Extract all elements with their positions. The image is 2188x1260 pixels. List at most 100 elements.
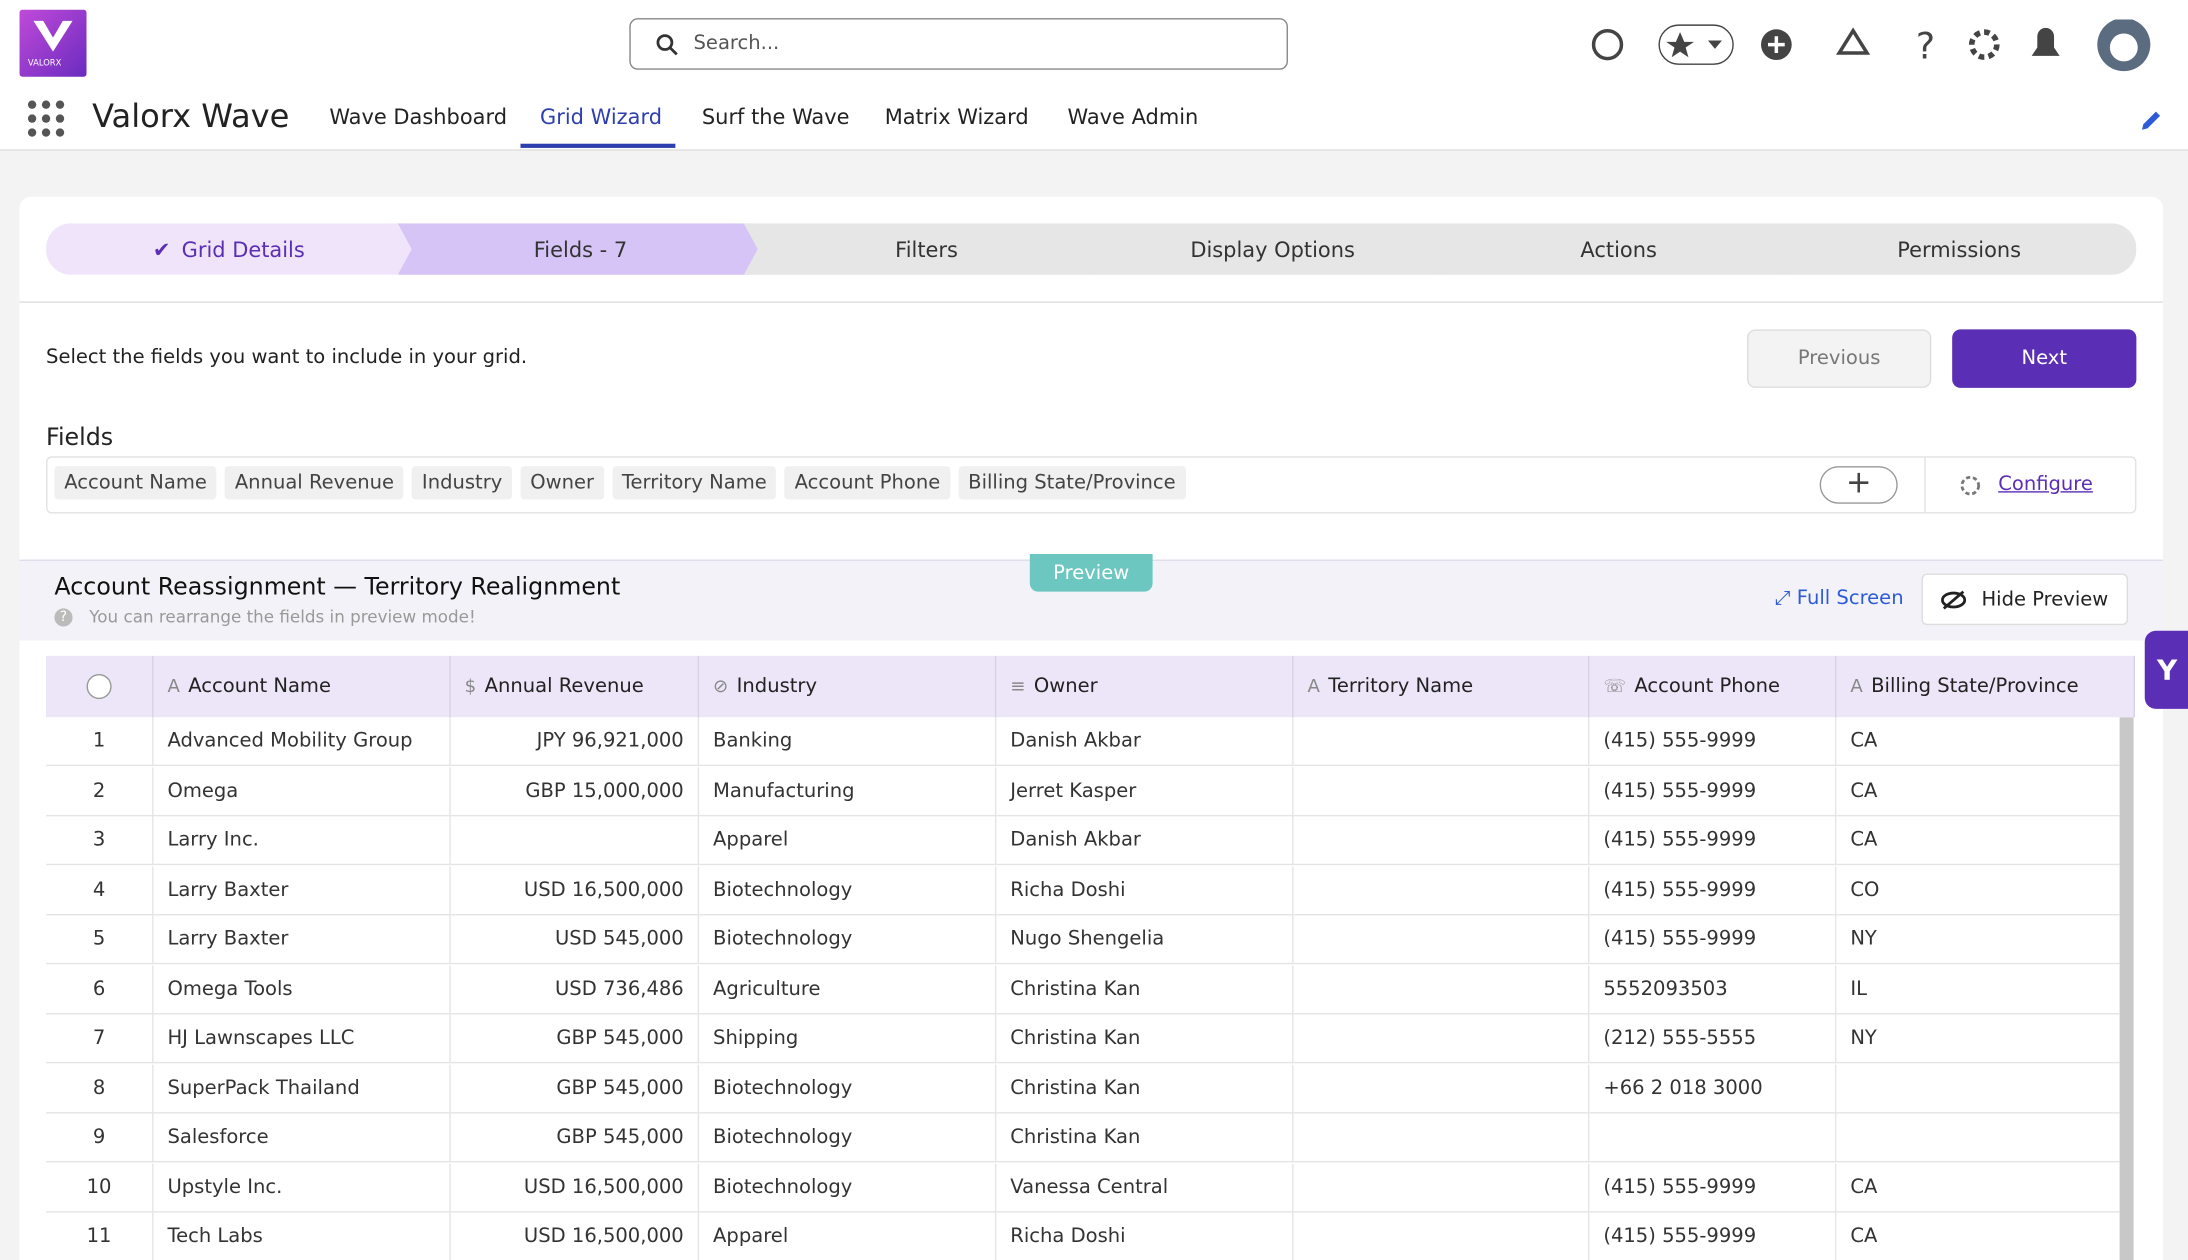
nav-item[interactable]: Wave Admin [1067,104,1199,130]
grid-cell[interactable]: Tech Labs [153,1212,451,1260]
grid-cell[interactable]: CA [1836,816,2120,866]
grid-cell[interactable]: NY [1836,1014,2120,1064]
grid-cell[interactable] [450,816,700,866]
grid-cell[interactable]: (415) 555-9999 [1589,766,1837,816]
grid-cell[interactable]: JPY 96,921,000 [450,717,700,767]
grid-cell[interactable] [1293,816,1590,866]
grid-cell[interactable]: (415) 555-9999 [1589,915,1837,965]
grid-cell[interactable] [1293,1113,1590,1163]
wizard-step[interactable]: Filters [743,223,1110,275]
grid-cell[interactable]: Apparel [699,816,997,866]
grid-cell[interactable] [1293,1014,1590,1064]
nav-item[interactable]: Surf the Wave [701,104,850,130]
grid-cell[interactable]: Jerret Kasper [996,766,1294,816]
grid-cell[interactable]: Larry Inc. [153,816,451,866]
grid-cell[interactable]: Danish Akbar [996,717,1294,767]
grid-cell[interactable]: USD 16,500,000 [451,1212,700,1260]
column-header[interactable]: ⊘ Industry [699,655,997,718]
checkbox[interactable] [86,673,112,700]
grid-cell[interactable] [1293,865,1590,915]
grid-cell[interactable]: Nugo Shengelia [996,915,1294,965]
grid-cell[interactable]: HJ Lawnscapes LLC [153,1014,451,1064]
grid-cell[interactable]: CO [1836,866,2120,915]
grid-cell[interactable]: Biotechnology [699,1064,997,1113]
add-field-button[interactable]: + [1819,466,1898,504]
field-chip[interactable]: Annual Revenue [225,466,404,500]
grid-cell[interactable]: Biotechnology [699,915,997,965]
grid-cell[interactable]: IL [1836,965,2120,1014]
nav-item[interactable]: Grid Wizard [540,104,663,130]
grid-cell[interactable]: GBP 545,000 [450,1064,700,1113]
grid-cell[interactable]: (415) 555-9999 [1589,1212,1837,1260]
grid-cell[interactable] [1294,1212,1590,1260]
grid-cell[interactable] [1293,717,1590,767]
grid-cell[interactable]: GBP 545,000 [450,1014,700,1064]
grid-cell[interactable] [1836,1114,2120,1163]
grid-cell[interactable]: Omega [153,766,451,816]
notifications-icon[interactable] [2031,27,2060,56]
grid-cell[interactable]: Advanced Mobility Group [153,717,451,767]
column-header[interactable]: A Account Name [153,655,451,718]
grid-cell[interactable]: SuperPack Thailand [153,1064,451,1113]
grid-cell[interactable]: USD 736,486 [450,964,700,1014]
grid-cell[interactable]: Biotechnology [699,1113,997,1163]
agent-icon[interactable] [1591,28,1624,61]
grid-cell[interactable]: Christina Kan [996,1064,1294,1113]
wizard-step[interactable]: ✔ Grid Details [46,223,412,275]
grid-cell[interactable] [1293,766,1590,816]
grid-cell[interactable]: (415) 555-9999 [1589,1163,1837,1212]
grid-cell[interactable]: USD 16,500,000 [450,1163,700,1212]
grid-cell[interactable]: Apparel [699,1212,997,1260]
grid-cell[interactable]: CA [1836,1213,2119,1260]
grid-cell[interactable]: Upstyle Inc. [153,1163,451,1212]
grid-cell[interactable]: Banking [699,717,997,767]
settings-icon[interactable] [1968,29,2000,61]
help-icon[interactable]: ? [1916,25,1935,68]
grid-cell[interactable]: +66 2 018 3000 [1589,1064,1837,1113]
grid-cell[interactable]: 5552093503 [1589,964,1837,1014]
grid-cell[interactable]: Omega Tools [153,964,451,1014]
grid-cell[interactable]: GBP 15,000,000 [450,766,700,816]
grid-cell[interactable]: (415) 555-9999 [1589,865,1837,915]
grid-cell[interactable]: Christina Kan [996,1113,1294,1163]
logo[interactable]: VALORX [19,9,87,77]
field-chip[interactable]: Owner [520,466,604,500]
grid-cell[interactable]: Manufacturing [699,766,997,816]
nav-item[interactable]: Matrix Wizard [884,104,1029,130]
grid-cell[interactable]: (415) 555-9999 [1589,816,1837,866]
wizard-step[interactable]: Display Options [1089,223,1456,275]
grid-cell[interactable]: Shipping [699,1014,997,1064]
grid-cell[interactable] [1293,964,1590,1014]
field-chip[interactable]: Billing State/Province [958,466,1186,500]
favorites-button[interactable] [1658,24,1734,65]
grid-cell[interactable]: CA [1836,717,2120,767]
column-header[interactable]: A Territory Name [1294,655,1590,718]
grid-cell[interactable]: Christina Kan [996,964,1294,1014]
grid-cell[interactable]: Biotechnology [699,1163,997,1212]
field-chip[interactable]: Industry [412,466,513,500]
field-chip[interactable]: Account Name [54,466,217,500]
column-header[interactable]: ☏ Account Phone [1589,655,1837,718]
grid-cell[interactable]: CA [1836,767,2120,816]
grid-cell[interactable] [1293,1064,1590,1113]
grid-cell[interactable]: CA [1836,1163,2120,1212]
grid-cell[interactable]: Larry Baxter [153,915,451,965]
grid-cell[interactable]: Agriculture [699,964,997,1014]
grid-cell[interactable]: USD 545,000 [450,915,700,965]
grid-cell[interactable]: NY [1836,915,2120,965]
edit-nav-icon[interactable] [2139,109,2163,133]
grid-cell[interactable]: Larry Baxter [153,865,451,915]
grid-cell[interactable] [1293,1163,1590,1212]
grid-cell[interactable]: Biotechnology [699,865,997,915]
grid-cell[interactable]: Vanessa Central [996,1163,1294,1212]
wizard-step[interactable]: Fields - 7 [397,223,764,275]
previous-button[interactable]: Previous [1747,329,1932,388]
nav-item[interactable]: Wave Dashboard [329,104,507,130]
select-all-checkbox[interactable] [46,655,154,718]
full-screen-link[interactable]: ⤢ Full Screen [1774,587,1904,610]
grid-cell[interactable]: Richa Doshi [996,1212,1294,1260]
grid-cell[interactable]: Richa Doshi [996,865,1294,915]
grid-cell[interactable]: Christina Kan [996,1014,1294,1064]
field-chip[interactable]: Account Phone [784,466,951,500]
side-panel-tab[interactable]: Y [2144,630,2188,709]
